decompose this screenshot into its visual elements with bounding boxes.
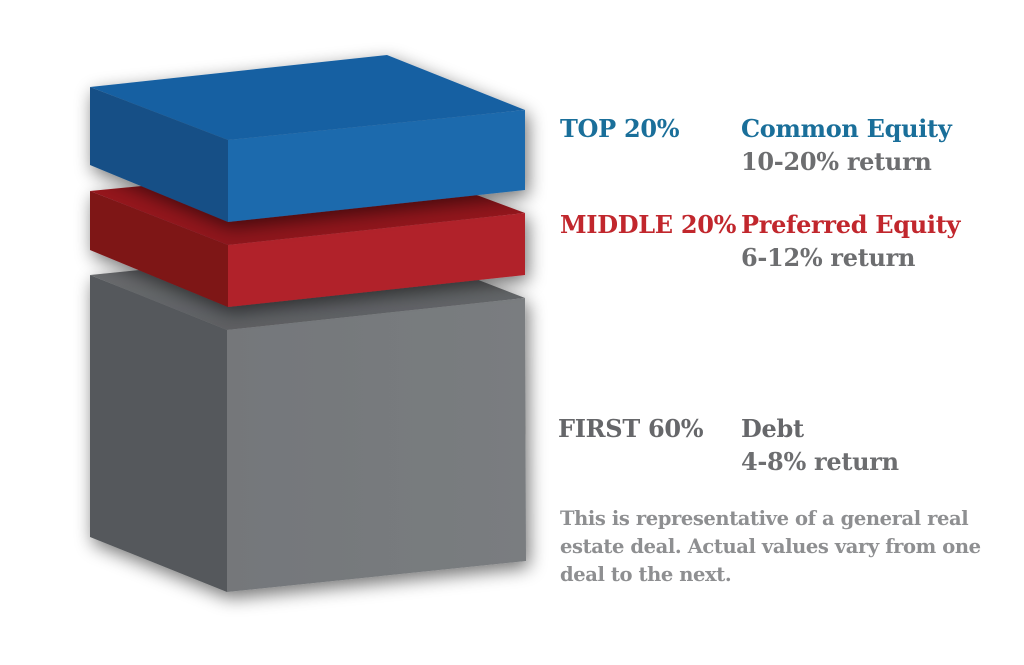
tier-middle-return: 6-12% return [741, 243, 916, 272]
tier-middle-position: MIDDLE 20% [560, 210, 737, 239]
tier-top-position: TOP 20% [560, 114, 680, 143]
block-first-left-face [90, 275, 227, 592]
disclaimer-note: This is representative of a general real… [560, 507, 981, 586]
tier-first-return: 4-8% return [741, 447, 899, 476]
tier-middle-type: Preferred Equity [741, 210, 961, 239]
tier-top-type: Common Equity [741, 114, 952, 143]
tier-first-position: FIRST 60% [558, 414, 704, 443]
block-top-left-face [90, 87, 228, 222]
block-first-front-face [227, 298, 526, 592]
tier-top-return: 10-20% return [741, 147, 932, 176]
block-middle-front-face [228, 213, 525, 307]
block-middle-left-face [90, 191, 228, 307]
block-top-common [90, 55, 525, 222]
tier-first-type: Debt [741, 414, 804, 443]
block-top-top-face [90, 55, 525, 140]
block-top-front-face [228, 110, 525, 222]
block-first-debt [90, 245, 526, 592]
